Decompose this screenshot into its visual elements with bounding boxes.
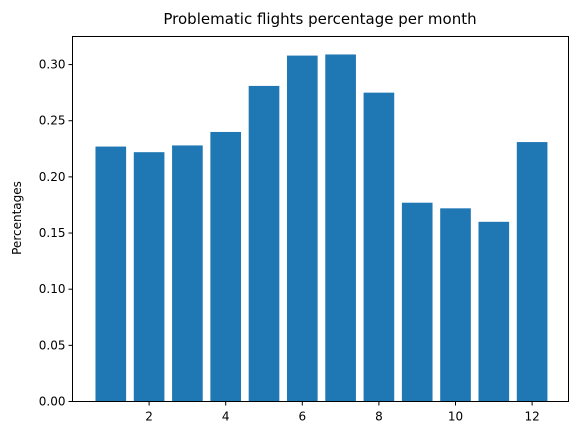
bar-month-2	[133, 152, 165, 402]
x-tick-label: 4	[222, 410, 230, 424]
bar-month-1	[95, 146, 127, 402]
x-axis: 2 4 6 8 10 12	[145, 401, 540, 424]
bar-month-5	[248, 85, 280, 402]
y-tick-label: 0.00	[39, 395, 66, 409]
plot-frame	[72, 36, 569, 402]
bar-month-9	[401, 202, 433, 402]
bar-month-10	[440, 208, 471, 402]
bar-month-12	[516, 142, 548, 402]
bar-month-8	[363, 92, 395, 402]
bars-group	[95, 54, 548, 402]
y-axis-label: Percentages	[10, 181, 24, 255]
bar-month-4	[210, 131, 242, 402]
y-tick-label: 0.25	[39, 114, 66, 128]
y-tick-label: 0.10	[39, 282, 66, 296]
y-tick-label: 0.05	[39, 338, 66, 352]
x-tick-label: 12	[524, 410, 539, 424]
bar-month-3	[172, 145, 203, 402]
chart-title: Problematic flights percentage per month	[163, 10, 476, 28]
y-tick-label: 0.30	[39, 58, 66, 72]
x-tick-label: 8	[375, 410, 383, 424]
y-tick-label: 0.15	[39, 226, 66, 240]
y-tick-label: 0.20	[39, 170, 66, 184]
bar-month-7	[325, 54, 356, 402]
x-tick-label: 10	[448, 410, 463, 424]
y-axis: 0.00 0.05 0.10 0.15 0.20 0.25 0.30	[39, 58, 73, 409]
bar-month-11	[478, 221, 510, 402]
x-tick-label: 6	[298, 410, 306, 424]
x-tick-label: 2	[145, 410, 153, 424]
bar-month-6	[286, 55, 318, 402]
